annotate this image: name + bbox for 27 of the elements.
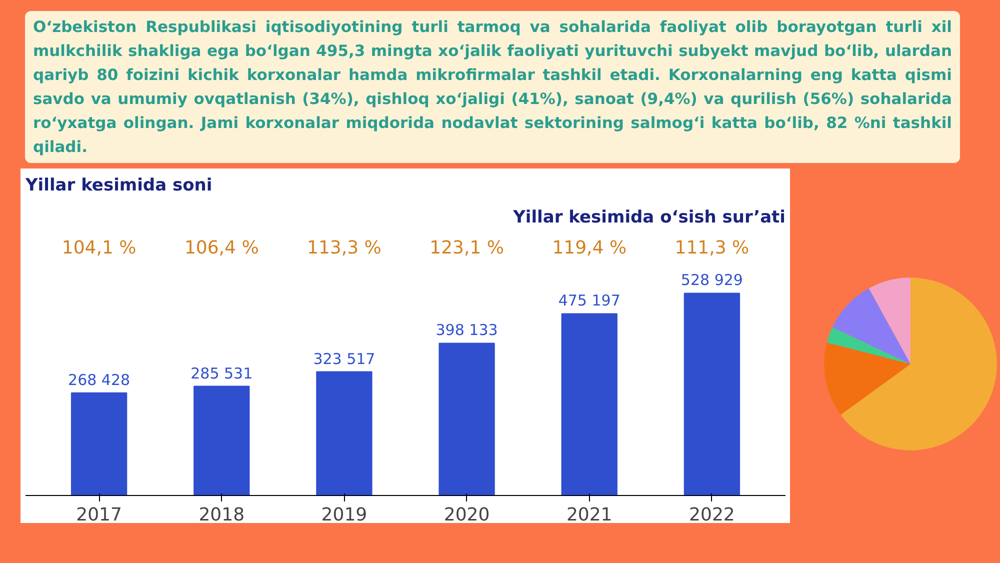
bar bbox=[684, 292, 740, 496]
text: 113,3 % bbox=[307, 238, 382, 259]
data-label: 528 929 bbox=[680, 271, 743, 290]
bar bbox=[70, 392, 128, 496]
data-label: 323 517 bbox=[313, 350, 376, 368]
data-label: 285 531 bbox=[190, 364, 253, 382]
bar bbox=[194, 386, 250, 496]
text: O‘zbekiston Respublikasi iqtisodiyotining turli tarmoq va sohalarida faoliyat olib borayotgan turli xil mulkchilik shakliga ega bo‘lgan 495,3 mingta xo‘jalik faoliyati yurituvchi subyekt mavjud bo‘lib, ulardan qariyb 80 foizini kichik korxonalar hamda mikrofirmalar tashkil etadi. Korxonalarning eng katta qismi savdo va umumiy ovqatlanish (34%), qishloq xo‘jaligi (41%), sanoat (9,4%) va qurilish (56%) sohalarida ro‘yxatga olingan. Jami korxonalar miqdorida nodavlat sektorining salmog‘i katta bo‘lib, 82 %ni tashkil qiladi. bbox=[33, 17, 952, 158]
bar bbox=[561, 313, 618, 496]
x-tick-label: 2018 bbox=[198, 504, 245, 526]
text: 123,1 % bbox=[430, 238, 504, 259]
x-tick-label: 2022 bbox=[689, 504, 735, 526]
text: 111,3 % bbox=[674, 238, 750, 259]
chart-subtitle: Yillar kesimida o‘sish sur’ati bbox=[512, 208, 786, 228]
x-tick-label: 2021 bbox=[566, 504, 612, 526]
text: 106,4 % bbox=[184, 238, 259, 259]
text: 119,4 % bbox=[552, 238, 627, 259]
x-tick-label: 2019 bbox=[321, 504, 368, 526]
chart-title: Yillar kesimida soni bbox=[24, 176, 212, 196]
text: 104,1 % bbox=[62, 238, 136, 259]
bar bbox=[438, 342, 495, 496]
x-tick-label: 2020 bbox=[444, 504, 490, 526]
data-label: 268 428 bbox=[68, 370, 130, 389]
data-label: 475 197 bbox=[558, 292, 620, 310]
data-label: 398 133 bbox=[436, 321, 498, 340]
bar bbox=[316, 371, 372, 496]
x-tick-label: 2017 bbox=[76, 504, 122, 526]
